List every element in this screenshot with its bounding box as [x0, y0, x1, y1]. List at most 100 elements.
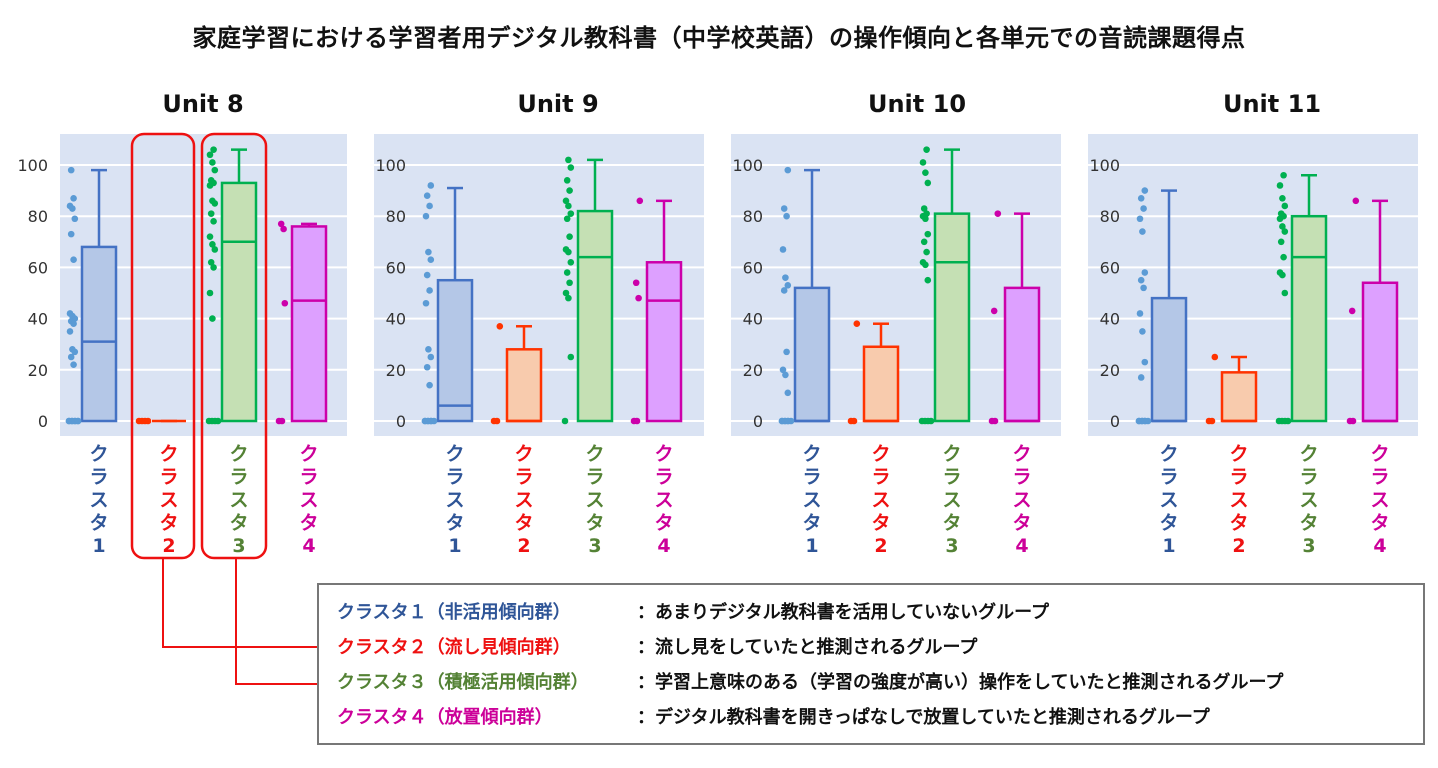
data-point: [1141, 417, 1149, 425]
y-tick-label: 80: [743, 207, 763, 226]
data-point: [565, 248, 572, 256]
x-tick-label-char: ク: [445, 443, 464, 465]
data-point: [567, 210, 575, 217]
data-point: [922, 215, 929, 223]
chart-title: Unit 11: [1223, 90, 1321, 118]
data-point: [784, 282, 792, 289]
x-tick-label-char: 3: [588, 535, 601, 557]
y-tick-label: 100: [17, 156, 48, 175]
data-point: [1284, 417, 1292, 425]
data-point: [919, 159, 927, 166]
data-point: [850, 417, 858, 425]
x-tick-label-char: ス: [159, 489, 178, 511]
box-cluster-3: [918, 146, 971, 425]
y-tick-label: 100: [375, 156, 406, 175]
chart-title: Unit 8: [162, 90, 243, 118]
data-point: [924, 179, 932, 187]
data-point: [209, 241, 216, 248]
data-point: [70, 194, 77, 202]
data-point: [144, 417, 152, 425]
x-tick-label-char: ラ: [514, 466, 533, 488]
data-point: [206, 233, 214, 240]
data-point: [782, 371, 789, 379]
x-tick-label-char: 4: [302, 535, 315, 557]
x-tick-label-char: ス: [585, 489, 604, 511]
data-point: [565, 202, 572, 210]
x-tick-label-char: 2: [517, 535, 530, 557]
y-tick-label: 60: [386, 258, 406, 277]
box-cluster-2: [1205, 353, 1258, 425]
x-tick-label-char: ス: [1012, 489, 1031, 511]
data-point: [632, 279, 640, 287]
data-point: [565, 156, 572, 164]
data-point: [496, 322, 504, 330]
x-tick-label-char: ラ: [1299, 466, 1318, 488]
x-tick-label-char: タ: [802, 512, 821, 534]
data-point: [1139, 328, 1146, 335]
data-point: [1277, 238, 1285, 246]
x-tick-label-char: ラ: [942, 466, 961, 488]
legend-name-cluster-3: クラスタ３（積極活用傾向群）: [337, 672, 589, 693]
data-point: [211, 200, 219, 207]
x-tick-label-char: ス: [871, 489, 890, 511]
data-point: [426, 202, 433, 210]
box-cluster-1: [1135, 187, 1188, 425]
box-cluster-1: [65, 166, 118, 425]
x-tick-label-char: ク: [299, 443, 318, 465]
box-cluster-2: [135, 417, 186, 425]
box: [505, 348, 543, 423]
box-cluster-4: [275, 220, 328, 425]
x-tick-label-char: ス: [1370, 489, 1389, 511]
chart-title: Unit 10: [868, 90, 966, 118]
data-point: [1281, 289, 1289, 297]
data-point: [1280, 171, 1287, 179]
data-point: [423, 271, 431, 279]
x-tick-label-char: ス: [514, 489, 533, 511]
x-tick-label-char: ス: [802, 489, 821, 511]
data-point: [1139, 228, 1146, 235]
data-point: [209, 159, 216, 166]
data-point: [779, 366, 787, 374]
box: [1361, 281, 1399, 423]
data-point: [783, 348, 790, 356]
data-point: [566, 279, 573, 287]
page-title: 家庭学習における学習者用デジタル教科書（中学校英語）の操作傾向と各単元での音読課…: [192, 24, 1246, 52]
data-point: [1349, 417, 1357, 425]
y-tick-label: 40: [386, 310, 406, 329]
legend-desc-cluster-4: ：デジタル教科書を開きっぱなしで放置していたと推測されるグループ: [637, 707, 1210, 728]
box-cluster-2: [847, 320, 900, 425]
data-point: [70, 361, 77, 368]
x-tick-label-char: タ: [1299, 512, 1318, 534]
legend-item-cluster-4: クラスタ４（放置傾向群） ：デジタル教科書を開きっぱなしで放置していたと推測され…: [337, 702, 1210, 730]
data-point: [209, 315, 216, 322]
data-point: [281, 299, 289, 307]
data-point: [1140, 284, 1147, 292]
x-tick-label-char: タ: [299, 512, 318, 534]
box: [793, 286, 831, 423]
x-tick-label-char: 2: [874, 535, 887, 557]
data-point: [67, 353, 75, 361]
box-cluster-4: [630, 197, 683, 425]
data-point: [69, 205, 76, 212]
data-point: [426, 287, 433, 294]
x-tick-label-char: タ: [229, 512, 248, 534]
x-tick-label-char: 4: [1373, 535, 1386, 557]
x-tick-label-char: ラ: [159, 466, 178, 488]
data-point: [567, 353, 575, 361]
data-point: [563, 177, 571, 184]
data-point: [67, 230, 75, 238]
y-tick-label: 20: [28, 361, 48, 380]
y-tick-label: 80: [386, 207, 406, 226]
data-point: [994, 210, 1002, 217]
data-point: [567, 258, 575, 266]
x-tick-label-char: 1: [805, 535, 818, 557]
x-tick-label-char: ラ: [299, 466, 318, 488]
y-tick-label: 60: [743, 258, 763, 277]
x-tick-label-char: ラ: [89, 466, 108, 488]
data-point: [927, 417, 935, 425]
x-tick-label-char: 1: [1162, 535, 1175, 557]
highlight-annotations: [130, 132, 332, 685]
data-point: [1141, 187, 1149, 194]
data-point: [427, 353, 435, 361]
data-point: [1352, 197, 1360, 205]
